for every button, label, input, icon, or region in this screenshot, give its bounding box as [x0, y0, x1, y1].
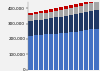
- Bar: [54, 8, 58, 11]
- Bar: [84, 12, 88, 30]
- Bar: [79, 13, 83, 31]
- Bar: [69, 32, 73, 70]
- Bar: [79, 3, 83, 6]
- Bar: [69, 5, 73, 8]
- Bar: [59, 10, 63, 17]
- Bar: [34, 35, 38, 70]
- Bar: [39, 20, 43, 35]
- Bar: [59, 8, 63, 10]
- Bar: [79, 31, 83, 70]
- Bar: [74, 4, 78, 7]
- Bar: [64, 7, 68, 9]
- Bar: [94, 2, 98, 10]
- Bar: [54, 34, 58, 70]
- Bar: [39, 11, 43, 13]
- Bar: [39, 35, 43, 70]
- Bar: [44, 10, 48, 13]
- Bar: [69, 15, 73, 32]
- Bar: [84, 4, 88, 12]
- Bar: [49, 18, 53, 34]
- Bar: [89, 11, 94, 29]
- Bar: [89, 0, 94, 3]
- Bar: [34, 20, 38, 35]
- Bar: [54, 11, 58, 17]
- Bar: [64, 33, 68, 70]
- Bar: [49, 9, 53, 12]
- Bar: [54, 17, 58, 34]
- Bar: [44, 19, 48, 35]
- Bar: [79, 6, 83, 13]
- Bar: [49, 34, 53, 70]
- Bar: [84, 1, 88, 4]
- Bar: [39, 13, 43, 20]
- Bar: [94, 29, 98, 70]
- Bar: [44, 13, 48, 19]
- Bar: [89, 3, 94, 11]
- Bar: [94, 10, 98, 29]
- Bar: [94, 0, 98, 2]
- Bar: [74, 14, 78, 32]
- Bar: [69, 8, 73, 15]
- Bar: [28, 13, 33, 15]
- Bar: [49, 12, 53, 18]
- Bar: [74, 7, 78, 14]
- Bar: [44, 35, 48, 70]
- Bar: [74, 32, 78, 70]
- Bar: [28, 21, 33, 36]
- Bar: [34, 14, 38, 20]
- Bar: [64, 9, 68, 16]
- Bar: [34, 12, 38, 14]
- Bar: [84, 30, 88, 70]
- Bar: [28, 36, 33, 70]
- Bar: [28, 15, 33, 21]
- Bar: [59, 33, 63, 70]
- Bar: [64, 16, 68, 33]
- Bar: [89, 29, 94, 70]
- Bar: [59, 17, 63, 33]
